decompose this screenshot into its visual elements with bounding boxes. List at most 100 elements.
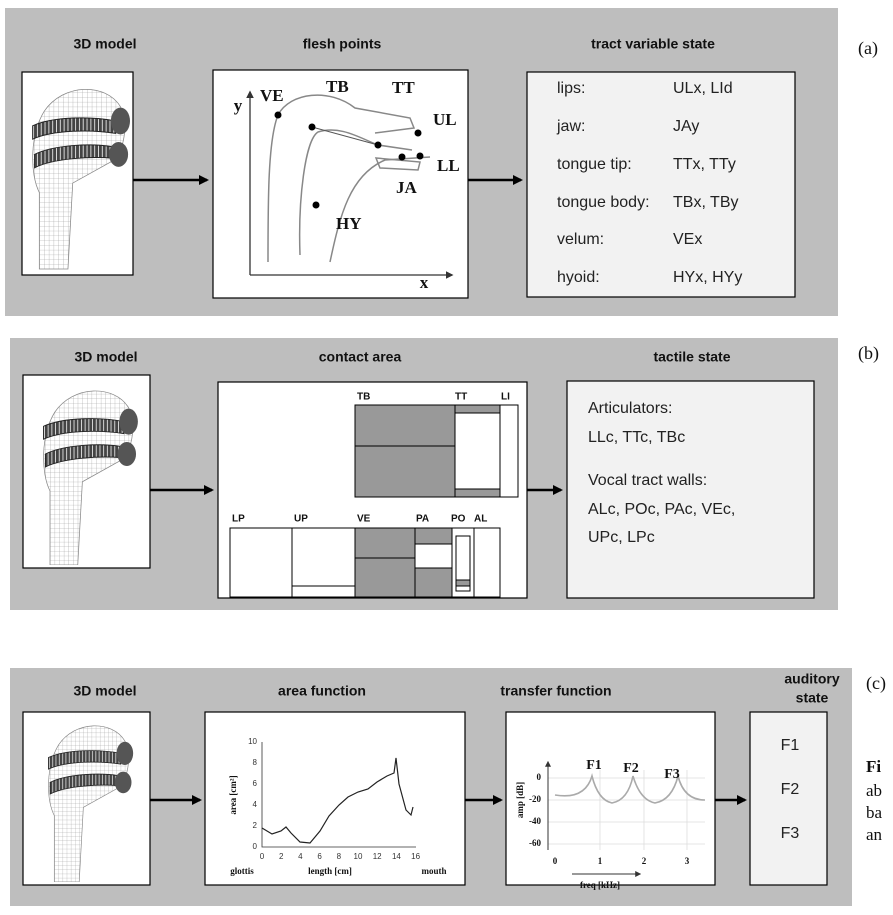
drawing-rect (474, 528, 500, 597)
flesh-point-label: HY (336, 214, 362, 233)
articulator-name: tongue body: (557, 194, 650, 211)
x-tick-label: 2 (279, 852, 284, 861)
x-tick-label: 0 (260, 852, 265, 861)
region-label: VE (357, 514, 371, 525)
panel-header: transfer function (500, 683, 611, 699)
panel-header: auditory (784, 671, 839, 687)
panel-label: (a) (858, 38, 878, 59)
drawing-circle (309, 124, 316, 131)
tract-variable: VEx (673, 231, 702, 248)
region-label: PA (416, 514, 429, 525)
x-tick-label: 16 (411, 852, 420, 861)
region-label: LI (501, 392, 510, 403)
x-tick-label: 6 (317, 852, 322, 861)
caption-text: Fi (866, 757, 881, 776)
x-tick-label: 4 (298, 852, 303, 861)
axis-label: area [cm²] (228, 775, 238, 814)
area-box (205, 712, 465, 885)
y-tick-label: 8 (253, 758, 258, 767)
panel-header: contact area (319, 349, 402, 365)
y-tick-label: -60 (529, 838, 541, 848)
tract-variable: TTx, TTy (673, 156, 736, 173)
panel-header: 3D model (73, 683, 136, 699)
flesh-box (213, 70, 468, 298)
axis-label: y (234, 96, 243, 115)
region-label: UP (294, 514, 308, 525)
y-tick-label: -40 (529, 816, 541, 826)
tactile-text: ALc, POc, PAc, VEc, (588, 501, 735, 518)
drawing-circle (417, 153, 424, 160)
flesh-point-label: TT (392, 78, 415, 97)
tract-variable: JAy (673, 118, 699, 135)
x-tick-label: 10 (354, 852, 363, 861)
formant-value: F1 (781, 737, 800, 754)
articulator-name: tongue tip: (557, 156, 632, 173)
articulator-name: jaw: (556, 118, 585, 135)
flesh-point-label: TB (326, 77, 349, 96)
region-label: LP (232, 514, 245, 525)
drawing-rect (455, 489, 500, 497)
drawing-rect (415, 528, 452, 544)
drawing-rect (455, 405, 500, 497)
figure: (a)3D modelflesh pointstract variable st… (0, 0, 893, 915)
tactile-text: Articulators: (588, 400, 672, 417)
flesh-point-label: UL (433, 110, 457, 129)
panel-label: (b) (858, 343, 879, 364)
y-tick-label: 10 (248, 737, 257, 746)
axis-end-label: mouth (421, 866, 446, 876)
formant-label: F3 (664, 767, 680, 782)
y-tick-label: 0 (253, 842, 258, 851)
articulator-name: velum: (557, 231, 604, 248)
region-label: AL (474, 514, 487, 525)
caption-text: ba (866, 803, 883, 822)
region-label: TB (357, 392, 370, 403)
drawing-rect (456, 580, 470, 586)
x-tick-label: 8 (337, 852, 342, 861)
y-tick-label: -20 (529, 794, 541, 804)
flesh-point-label: LL (437, 156, 460, 175)
drawing-rect (292, 528, 355, 597)
axis-label: freq [kHz] (580, 880, 620, 890)
y-tick-label: 0 (537, 772, 542, 782)
drawing-circle (415, 130, 422, 137)
tract-box (527, 72, 795, 297)
drawing-rect (415, 568, 452, 597)
drawing-rect (355, 405, 455, 497)
tactile-text: LLc, TTc, TBc (588, 429, 685, 446)
x-tick-label: 12 (373, 852, 382, 861)
drawing-rect (230, 528, 292, 597)
panel-header: tract variable state (591, 36, 715, 52)
drawing-circle (313, 202, 320, 209)
drawing-circle (399, 154, 406, 161)
flesh-point-label: VE (260, 86, 284, 105)
panel-header: 3D model (73, 36, 136, 52)
caption-text: ab (866, 781, 882, 800)
x-tick-label: 2 (642, 856, 647, 866)
x-tick-label: 1 (598, 856, 603, 866)
tract-variable: TBx, TBy (673, 194, 739, 211)
axis-label: length [cm] (308, 866, 352, 876)
axis-label: amp [dB] (515, 782, 525, 818)
drawing-circle (375, 142, 382, 149)
drawing-rect (455, 405, 500, 413)
formant-label: F1 (586, 758, 602, 773)
region-label: PO (451, 514, 466, 525)
axis-label: x (420, 273, 429, 292)
region-label: TT (455, 392, 467, 403)
y-tick-label: 4 (253, 800, 258, 809)
x-tick-label: 0 (553, 856, 558, 866)
drawing-rect (500, 405, 518, 497)
y-tick-label: 6 (253, 779, 258, 788)
tract-variable: HYx, HYy (673, 269, 742, 286)
axis-end-label: glottis (230, 866, 254, 876)
formant-label: F2 (623, 761, 639, 776)
panel-header: tactile state (653, 349, 730, 365)
y-tick-label: 2 (253, 821, 258, 830)
formant-value: F2 (781, 781, 800, 798)
tactile-text: UPc, LPc (588, 529, 655, 546)
panel-header: area function (278, 683, 366, 699)
formant-value: F3 (781, 825, 800, 842)
x-tick-label: 14 (392, 852, 401, 861)
panel-label: (c) (866, 673, 886, 694)
flesh-point-label: JA (396, 178, 418, 197)
